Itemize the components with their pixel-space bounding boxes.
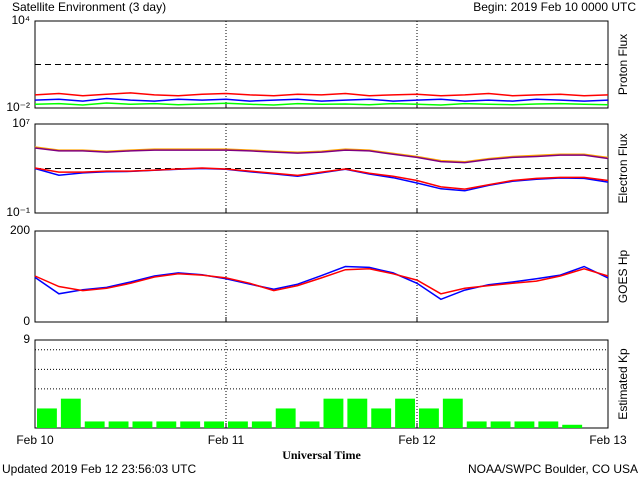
x-tick-label: Feb 10 (16, 433, 54, 447)
bar (323, 398, 344, 428)
bar (395, 398, 415, 428)
y-axis-label: GOES Hp (616, 250, 630, 304)
bar (299, 421, 320, 428)
y-tick-label: 10⁷ (12, 116, 30, 130)
bar (132, 421, 153, 428)
y-tick-label: 10⁻¹ (6, 205, 30, 219)
y-axis-label: Proton Flux (616, 34, 630, 95)
bar (419, 408, 439, 428)
y-tick-label: 10⁻² (6, 100, 30, 114)
bar (180, 421, 201, 428)
bar (442, 398, 463, 428)
credit: NOAA/SWPC Boulder, CO USA (468, 462, 638, 476)
y-tick-label: 10⁴ (11, 13, 30, 27)
y-tick-label: 200 (10, 223, 30, 237)
series-line (34, 92, 609, 97)
series-line (34, 146, 609, 163)
bar (108, 421, 129, 428)
bar (490, 421, 511, 428)
series-line (34, 167, 609, 190)
bar (538, 421, 559, 428)
x-tick-label: Feb 13 (589, 433, 627, 447)
updated-time: Updated 2019 Feb 12 23:56:03 UTC (2, 462, 196, 476)
panel-frame (34, 339, 609, 429)
bar (514, 421, 535, 428)
series-line (34, 102, 609, 106)
bar (228, 421, 248, 428)
y-axis-label: Electron Flux (616, 133, 630, 203)
y-tick-label: 9 (23, 332, 30, 346)
bar (347, 398, 368, 428)
begin-time: Begin: 2019 Feb 10 0000 UTC (473, 0, 636, 14)
series-line (34, 147, 609, 164)
bar (251, 421, 272, 428)
x-axis-label: Universal Time (282, 448, 361, 462)
bar (60, 398, 81, 428)
bar (84, 421, 105, 428)
bar (37, 408, 57, 428)
bar (275, 408, 296, 428)
series-line (34, 97, 609, 102)
y-tick-label: 0 (23, 314, 30, 328)
bar (156, 421, 177, 428)
y-axis-label: Estimated Kp (616, 348, 630, 420)
bar (204, 421, 224, 428)
chart-title: Satellite Environment (3 day) (12, 0, 166, 14)
x-tick-label: Feb 12 (398, 433, 436, 447)
series-line (34, 268, 609, 295)
bar (562, 424, 583, 428)
series-line (34, 265, 609, 301)
bar (466, 421, 487, 428)
x-tick-label: Feb 11 (208, 433, 245, 447)
bar (371, 408, 392, 428)
